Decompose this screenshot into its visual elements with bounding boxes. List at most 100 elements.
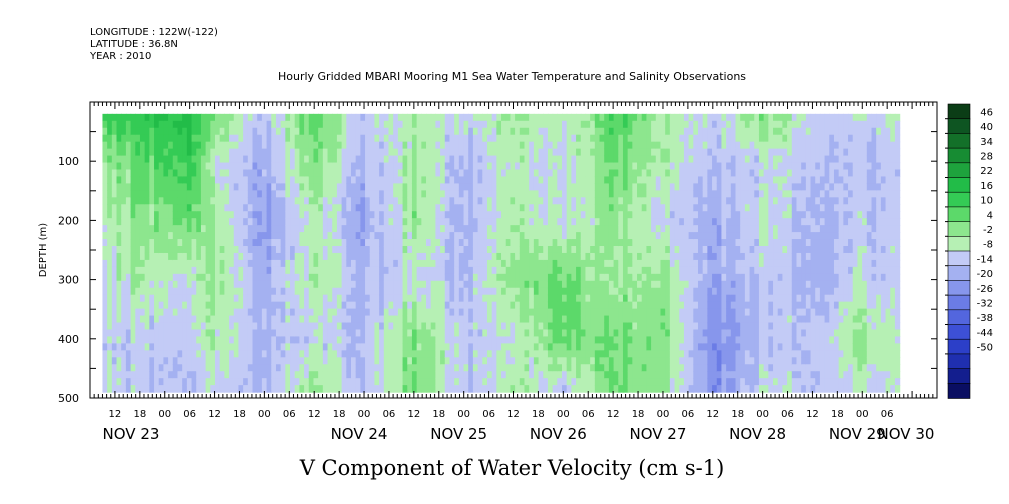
heatmap-cell [510,336,516,344]
heatmap-cell [421,113,427,122]
heatmap-cell [111,134,118,143]
heatmap-cell [641,127,648,136]
heatmap-cell [510,308,516,317]
heatmap-cell [158,232,165,240]
heatmap-cell [257,211,263,219]
heatmap-cell [533,315,540,324]
heatmap-cell [557,259,563,268]
heatmap-cell [552,364,558,372]
heatmap-cell [416,357,422,365]
heatmap-cell [665,225,671,233]
heatmap-cell [229,162,235,171]
heatmap-cell [515,155,521,164]
heatmap-cell [641,239,648,247]
heatmap-cell [369,301,376,310]
heatmap-cell [346,204,352,212]
heatmap-cell [308,315,315,324]
heatmap-cell [562,364,568,372]
heatmap-cell [397,246,404,254]
heatmap-cell [524,246,530,254]
heatmap-cell [336,120,343,129]
heatmap-cell [299,211,305,219]
heatmap-cell [360,266,366,275]
heatmap-cell [580,259,587,268]
heatmap-cell [454,266,460,275]
heatmap-cell [327,378,333,386]
heatmap-cell [482,134,488,143]
heatmap-cell [275,239,282,247]
heatmap-cell [421,266,427,275]
heatmap-cell [421,218,427,226]
heatmap-cell [515,148,521,157]
heatmap-cell [683,169,690,178]
heatmap-cell [421,246,427,254]
heatmap-cell [651,211,657,219]
heatmap-cell [608,155,615,164]
heatmap-cell [280,259,286,268]
heatmap-cell [585,294,591,303]
heatmap-cell [168,134,174,143]
heatmap-cell [421,259,427,268]
heatmap-cell [618,378,624,386]
heatmap-cell [229,294,235,303]
heatmap-cell [313,232,319,240]
heatmap-cell [416,134,422,143]
heatmap-cell [196,113,202,122]
heatmap-cell [510,183,516,191]
heatmap-cell [365,190,371,198]
heatmap-cell [341,357,347,365]
heatmap-cell [454,280,460,289]
heatmap-cell [444,176,451,184]
heatmap-cell [210,204,216,212]
heatmap-cell [290,280,296,289]
heatmap-cell [360,364,366,372]
heatmap-cell [604,287,610,296]
heatmap-cell [186,113,193,122]
heatmap-cell [416,183,422,191]
heatmap-cell [562,169,568,178]
heatmap-cell [388,322,394,331]
heatmap-cell [618,225,624,233]
heatmap-cell [383,113,390,122]
heatmap-cell [655,204,662,212]
heatmap-cell [515,385,521,393]
heatmap-cell [200,113,207,122]
heatmap-cell [430,343,436,351]
heatmap-cell [200,336,207,344]
heatmap-cell [257,183,263,191]
heatmap-cell [238,120,244,129]
heatmap-cell [562,211,568,219]
heatmap-cell [304,218,310,226]
heatmap-cell [205,113,211,122]
heatmap-cell [505,169,512,178]
heatmap-cell [580,329,587,338]
heatmap-cell [135,287,141,296]
heatmap-cell [618,232,624,240]
heatmap-cell [308,385,315,393]
heatmap-cell [229,176,235,184]
heatmap-cell [111,294,118,303]
heatmap-cell [139,266,146,275]
heatmap-cell [318,204,324,212]
heatmap-cell [322,120,329,129]
heatmap-cell [168,246,174,254]
heatmap-cell [665,287,671,296]
heatmap-cell [665,134,671,143]
heatmap-cell [524,183,530,191]
heatmap-cell [247,197,254,205]
heatmap-cell [149,239,155,247]
heatmap-cell [421,294,427,303]
heatmap-cell [604,176,610,184]
heatmap-cell [571,371,577,379]
heatmap-cell [144,336,150,344]
heatmap-cell [177,197,183,205]
heatmap-cell [440,329,446,338]
heatmap-cell [313,120,319,129]
heatmap-cell [107,127,113,136]
heatmap-cell [472,204,479,212]
heatmap-cell [519,246,526,254]
heatmap-cell [322,211,329,219]
heatmap-cell [430,329,436,338]
heatmap-cell [130,343,136,351]
heatmap-cell [679,301,685,310]
